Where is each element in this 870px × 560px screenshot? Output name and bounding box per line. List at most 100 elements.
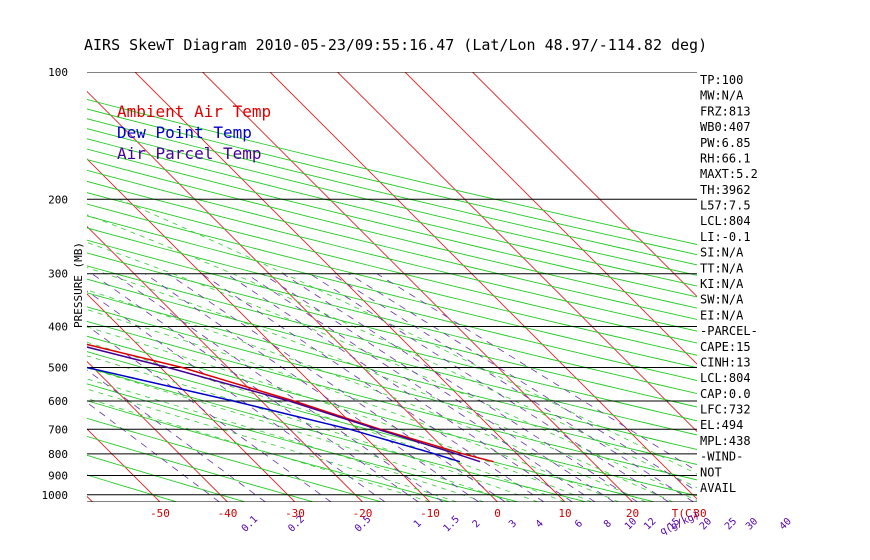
mixing-ratio-line [87,290,386,502]
background-lines [0,72,697,502]
mixing-ratio-line [309,273,670,502]
index-entry: TH:3962 [700,183,751,197]
pressure-tick-label: 600 [48,395,68,408]
index-entry: LCL:804 [700,214,751,228]
index-entry: -WIND- [700,450,743,464]
pressure-tick-label: 900 [48,469,68,482]
index-entry: MAXT:5.2 [700,167,758,181]
index-entry: LCL:804 [700,371,751,385]
mixing-ratio-line [262,273,615,502]
series-line-air-parcel-temp [87,346,481,463]
pressure-tick-label: 400 [48,321,68,334]
bottom-temp-tick-label: 30 [693,507,706,520]
isotherm-line [87,158,431,502]
isotherm-line [472,72,697,298]
dry-adiabat-line [87,192,697,344]
series-line-ambient-air-temp [87,343,494,463]
dry-adiabat-line [87,306,697,465]
bottom-temp-tick-label: -30 [285,507,305,520]
index-entry: RH:66.1 [700,151,751,165]
index-entry: KI:N/A [700,277,744,291]
dry-adiabat-line [87,265,697,422]
isotherm-line [269,72,697,500]
pressure-tick-label: 700 [48,423,68,436]
mixing-ratio-line [144,273,480,502]
bottom-temp-tick-label: 10 [558,507,571,520]
index-entry: CAP:0.0 [700,387,751,401]
dry-adiabat-line [87,180,697,332]
mixing-ratio-line [87,369,266,502]
index-entry: MPL:438 [700,434,751,448]
index-entry: WB0:407 [700,120,751,134]
mixing-ratio-line [348,273,697,492]
legend-entry: Air Parcel Temp [117,144,262,163]
dry-adiabat-line [87,454,246,502]
plot-area [0,72,697,502]
mixing-ratio-tick-label: 1.5 [441,514,462,535]
pressure-tick-label: 100 [48,66,68,79]
mixing-ratio-line [330,273,694,502]
mixing-ratio-line [87,401,220,502]
bottom-temp-tick-label: -40 [218,507,238,520]
dry-adiabat-line [87,148,697,298]
dry-adiabat-line [87,278,697,436]
dry-adiabat-line [87,128,697,276]
isotherm-line [404,72,697,365]
mixing-ratio-line [245,273,596,502]
index-entry: PW:6.85 [700,136,751,150]
index-entry: FRZ:813 [700,104,751,118]
mixing-ratio-tick-label: 8 [602,518,614,530]
index-entry: EL:494 [700,418,743,432]
bottom-temp-tick-label: -20 [353,507,373,520]
isotherm-line [87,360,228,502]
index-entry: TT:N/A [700,261,744,275]
dry-adiabat-line [87,227,697,381]
mixing-ratio-line [201,273,545,502]
dry-adiabat-line [87,383,519,502]
dry-adiabat-line [87,435,314,502]
dry-adiabat-line [87,118,697,266]
legend-entry: Dew Point Temp [117,123,252,142]
isotherm-line [0,72,25,502]
pressure-tick-label: 200 [48,193,68,206]
bottom-temp-tick-label: 0 [494,507,501,520]
mixing-ratio-tick-label: 3 [507,518,519,530]
dry-adiabat-line [87,252,697,408]
isotherm-line [87,293,296,502]
mixing-ratio-line [376,273,697,472]
legend-entry: Ambient Air Temp [117,102,271,121]
dry-adiabat-line [87,417,382,502]
index-entry: CINH:13 [700,355,751,369]
dry-adiabat-line [87,169,697,320]
mixing-ratio-tick-label: 2 [471,518,483,530]
index-entry: SI:N/A [700,246,744,260]
isotherm-line [87,428,161,502]
mixing-ratio-tick-label: 25 [723,516,739,532]
mixing-ratio-tick-label: 6 [573,518,585,530]
dry-adiabat-line [87,351,655,502]
dry-adiabat-line [87,203,697,356]
dry-adiabat-line [87,239,697,395]
index-entry: SW:N/A [700,293,744,307]
isotherm-line [337,72,697,433]
mixing-ratio-line [113,273,444,502]
dry-adiabat-line [87,335,697,497]
index-entry: TP:100 [700,73,743,87]
dry-adiabat-line [87,159,697,309]
dry-adiabat-line [87,138,697,287]
mixing-ratio-tick-label: 12 [642,516,658,532]
mixing-ratio-line [226,273,573,502]
moist-adiabat-line [87,388,458,502]
bottom-temp-tick-label: 20 [626,507,639,520]
series-layer [87,343,494,463]
index-entry: NOT [700,465,722,479]
dry-adiabat-line [87,292,697,450]
isotherm-line [202,72,633,502]
mixing-ratio-line [167,273,506,502]
index-entry: AVAIL [700,481,736,495]
index-entry: MW:N/A [700,89,744,103]
series-line-dew-point-temp [87,366,461,463]
y-axis-label: PRESSURE (MB) [72,242,85,328]
mixing-ratio-tick-label: 40 [778,516,794,532]
